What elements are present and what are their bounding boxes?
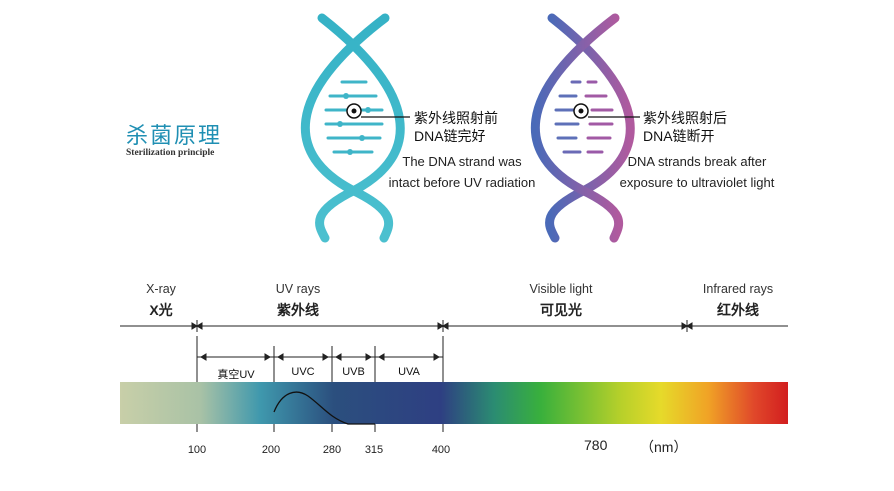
tick-200: 200 [261,444,281,456]
band-visible-en: Visible light [529,282,593,296]
band-xray-en: X-ray [146,282,176,296]
band-visible-cn: 可见光 [540,302,582,318]
heading-cn: 杀菌原理 [126,124,223,149]
band-uv-cn: 紫外线 [277,302,319,318]
after-label-1: 紫外线照射后 [643,110,727,126]
spectrum-bar [120,382,788,424]
uva-label: UVA [398,366,420,378]
band-infrared-cn: 红外线 [717,302,759,318]
germicidal-curve [273,391,375,425]
tick-315: 315 [364,444,384,456]
heading-en: Sterilization principle [126,148,215,158]
unit-label: （nm） [640,439,688,455]
after-caption-1: DNA strands break after [627,154,767,169]
band-uv-en: UV rays [275,282,321,296]
before-label-1: 紫外线照射前 [414,110,498,126]
dna-intact-icon [300,13,410,243]
band-xray-cn: X光 [149,302,173,318]
uvc-label: UVC [291,366,315,378]
band-infrared-en: Infrared rays [702,282,774,296]
before-label-2: DNA链完好 [414,128,486,144]
before-caption-1: The DNA strand was [402,154,522,169]
after-label-2: DNA链断开 [643,128,715,144]
after-caption-2: exposure to ultraviolet light [619,175,775,190]
tick-280: 280 [322,444,342,456]
tick-100: 100 [187,444,207,456]
dna-broken-icon [530,13,640,243]
uv-vacuum-label: 真空UV [217,369,255,381]
before-caption-2: intact before UV radiation [388,175,536,190]
spectrum-axis [120,320,788,332]
tick-400: 400 [431,444,451,456]
uvb-label: UVB [342,366,365,378]
tick-780: 780 [584,437,608,453]
